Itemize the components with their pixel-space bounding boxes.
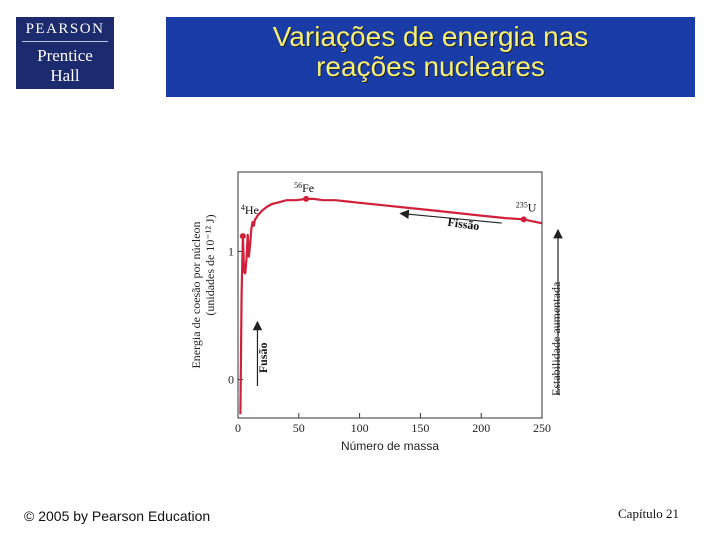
pearson-prentice-hall-logo: PEARSON Prentice Hall <box>16 17 114 89</box>
slide-title-line2: reações nucleares <box>316 51 545 82</box>
chapter-footer: Capítulo 21 <box>618 506 680 521</box>
binding-energy-curve <box>239 197 543 415</box>
data-point-he <box>239 233 246 240</box>
point-label-symbol: U <box>528 200 537 214</box>
point-label-u: 235U <box>516 200 537 214</box>
point-label-fe: 56Fe <box>294 181 314 195</box>
x-tick-label: 200 <box>472 421 490 435</box>
data-point-fe <box>303 195 310 202</box>
point-label-he: 4He <box>241 203 259 217</box>
point-label-symbol: Fe <box>302 181 314 195</box>
logo-imprint-line1: Prentice <box>37 46 93 65</box>
binding-energy-chart: 0 50 100 150 200 250 0 1 4He 56Fe 235U Fissão Fusã… <box>189 171 563 453</box>
fission-label: Fissão <box>447 215 481 233</box>
y-axis-label-line1: Energia de coesão por núcleon <box>189 221 203 368</box>
y-tick-label: 0 <box>228 373 234 387</box>
data-point-u <box>520 216 527 223</box>
logo-divider <box>22 41 108 42</box>
point-label-symbol: He <box>245 203 259 217</box>
fusion-label: Fusão <box>256 342 270 373</box>
point-label-superscript: 56 <box>294 181 302 190</box>
plot-frame <box>237 171 543 419</box>
fission-arrow <box>399 209 502 224</box>
point-label-superscript: 235 <box>516 200 528 209</box>
x-axis-label: Número de massa <box>341 439 439 453</box>
x-tick-label: 100 <box>351 421 369 435</box>
logo-brand: PEARSON <box>25 21 105 37</box>
x-tick-label: 0 <box>235 421 241 435</box>
logo-imprint-line2: Hall <box>50 66 80 85</box>
x-tick-label: 250 <box>533 421 551 435</box>
x-tick-label: 50 <box>293 421 305 435</box>
title-banner: Variações de energia nas reações nuclear… <box>166 17 695 97</box>
x-tick-label: 150 <box>411 421 429 435</box>
copyright-footer: © 2005 by Pearson Education <box>24 508 211 524</box>
slide-title: Variações de energia nas reações nuclear… <box>166 22 695 82</box>
y-axis-label-line2: (unidades de 10⁻¹² J) <box>203 214 217 315</box>
stability-label: Estabilidade aumentada <box>549 281 563 396</box>
point-label-superscript: 4 <box>241 203 245 212</box>
y-tick-label: 1 <box>228 244 234 258</box>
slide-title-line1: Variações de energia nas <box>272 21 589 52</box>
